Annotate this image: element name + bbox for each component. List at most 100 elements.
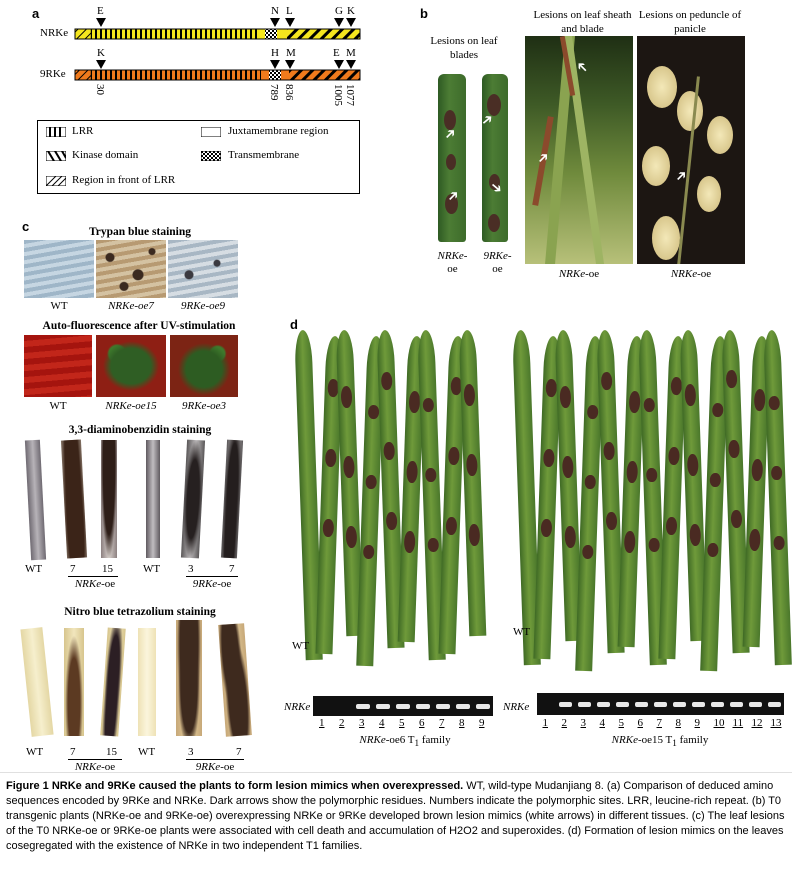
lane-number: 8: [459, 717, 465, 729]
nbt-group-line-2: [186, 759, 244, 760]
transmembrane-legend-swatch: [201, 151, 221, 161]
gel-right-label: NRKe: [503, 701, 530, 713]
leaves-left-group: [294, 329, 487, 675]
lane-number: 2: [561, 717, 568, 729]
nbt-title: Nitro blue tetrazolium staining: [64, 606, 216, 618]
gel-band: [634, 702, 649, 707]
lane-number: 4: [379, 717, 385, 729]
dab-group-9rke: 9RKe-oe: [192, 578, 232, 590]
leaf: [763, 329, 792, 666]
lanes-right: 1 2 3 4 5 6 7 8 9 10 11 12 13: [537, 717, 784, 731]
uv-9rke-photo: [170, 335, 238, 397]
gel-right: [537, 693, 784, 715]
col2-title: Lesions on leaf sheath and blade: [533, 9, 632, 35]
front-legend-swatch: [46, 176, 66, 186]
gel-band: [356, 704, 370, 709]
gel-band: [558, 702, 573, 707]
marker-bottom-1: K: [97, 47, 105, 59]
nbt-label-15: 15: [106, 746, 117, 758]
gel-band: [436, 704, 450, 709]
lane-number: 5: [399, 717, 405, 729]
legend-lrr: LRR: [72, 125, 94, 137]
gel-band: [577, 702, 592, 707]
marker-bottom-5: M: [346, 47, 356, 59]
marker-top-1: E: [97, 5, 104, 17]
nbt-label-3: 3: [188, 746, 194, 758]
lane-number: 11: [732, 717, 744, 729]
lane-number: 6: [419, 717, 425, 729]
family-right: NRKe-oe15 T1 family: [611, 734, 709, 749]
gel-band: [476, 704, 490, 709]
panicle-photo: [637, 36, 745, 264]
caption-bold: Figure 1 NRKe and 9RKe caused the plants…: [6, 780, 464, 792]
leaf2-label: 9RKe-oe: [483, 250, 512, 275]
leaf-sheath-photo: [525, 36, 633, 264]
lane-number: 3: [359, 717, 365, 729]
position-789: 789: [268, 84, 280, 101]
protein-diagram: [74, 18, 361, 81]
dab-strip-wt2: [146, 440, 160, 558]
uv-nrke-photo: [96, 335, 166, 397]
leaves-right-group: [512, 329, 792, 675]
uv-wt-photo: [24, 335, 92, 397]
photo2-label: NRKe-oe: [558, 268, 600, 280]
lane-number: 2: [339, 717, 345, 729]
dab-group-nrke: NRKe-oe: [74, 578, 116, 590]
nbt-strip-7: [64, 628, 84, 736]
gel-band: [691, 702, 706, 707]
lane-number: 3: [580, 717, 587, 729]
panel-d-label: d: [290, 317, 298, 332]
wt-left-label: WT: [292, 640, 310, 652]
lanes-left: 1 2 3 4 5 6 7 8 9: [313, 717, 493, 731]
lane-number: 4: [599, 717, 606, 729]
leaf1-label: NRKe-oe: [437, 250, 468, 275]
lrr-legend-swatch: [46, 127, 66, 137]
gel-band: [767, 702, 782, 707]
lane-number: 13: [770, 717, 782, 729]
figure-caption: Figure 1 NRKe and 9RKe caused the plants…: [6, 779, 788, 854]
dab-group-line-1: [68, 576, 118, 577]
gel-band: [672, 702, 687, 707]
dab-strip-15: [101, 440, 117, 558]
position-1005: 1005: [332, 84, 344, 106]
dab-label-7: 7: [70, 563, 76, 575]
dab-strip-wt: [24, 439, 47, 561]
kinase-legend-swatch: [46, 151, 66, 161]
nbt-group-9rke: 9RKe-oe: [195, 761, 235, 773]
nbt-label-7b: 7: [236, 746, 242, 758]
legend-transmembrane: Transmembrane: [228, 149, 300, 161]
gel-band: [416, 704, 430, 709]
legend-kinase: Kinase domain: [72, 149, 139, 161]
lane-number: 5: [618, 717, 625, 729]
position-836: 836: [283, 84, 295, 101]
photo3-label: NRKe-oe: [670, 268, 712, 280]
trypan-label-wt: WT: [50, 300, 68, 312]
dab-label-wt2: WT: [143, 563, 161, 575]
position-1077: 1077: [344, 84, 356, 106]
wt-right-label: WT: [513, 626, 531, 638]
col1-title: Lesions on leaf blades: [430, 35, 498, 61]
lane-number: 10: [713, 717, 725, 729]
marker-top-5: K: [347, 5, 355, 17]
gel-band: [456, 704, 470, 709]
nbt-group-line-1: [68, 759, 122, 760]
trypan-nrke-photo: [96, 240, 166, 298]
col3-title: Lesions on peduncle of panicle: [638, 9, 742, 35]
marker-top-4: G: [335, 5, 343, 17]
gel-left: [313, 696, 493, 716]
lane-number: 9: [479, 717, 485, 729]
gel-band: [596, 702, 611, 707]
dab-strip-3: [180, 439, 206, 559]
dab-strip-7: [60, 439, 88, 559]
nbt-label-wt: WT: [26, 746, 44, 758]
lane-number: 1: [542, 717, 549, 729]
lane-number: 7: [439, 717, 445, 729]
dab-label-wt: WT: [25, 563, 43, 575]
nrke-bar: [74, 28, 361, 40]
legend-juxta: Juxtamembrane region: [228, 125, 329, 137]
lane-number: 9: [694, 717, 701, 729]
marker-bottom-2: H: [271, 47, 279, 59]
trypan-9rke-photo: [168, 240, 238, 298]
leaf-blade-nrke-photo: [438, 74, 466, 242]
gel-band: [615, 702, 630, 707]
